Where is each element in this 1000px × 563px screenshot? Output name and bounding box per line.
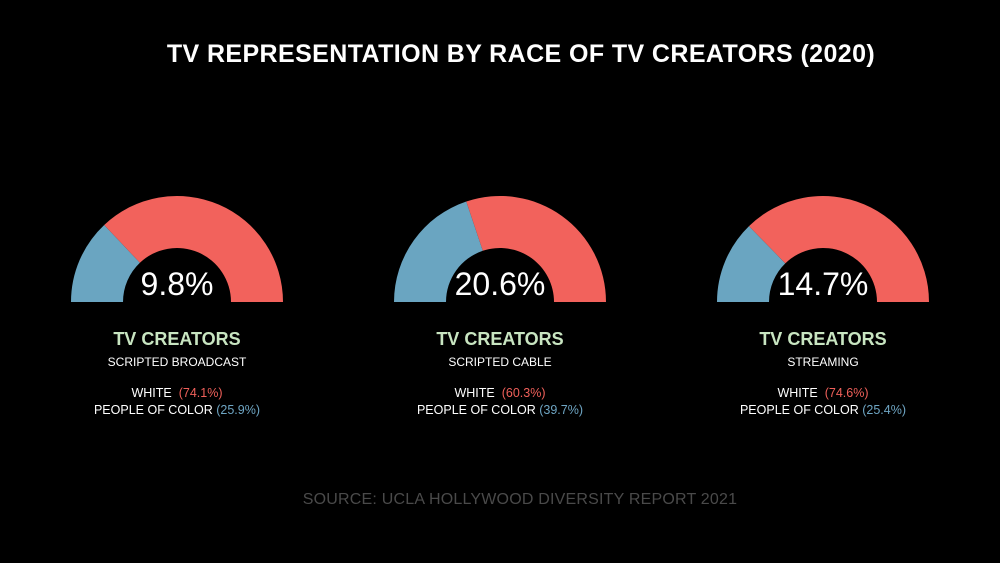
gauge-segment-white [466,196,606,302]
panel-subtitle: SCRIPTED CABLE [448,355,552,369]
legend-white: WHITE (74.6%) [703,386,943,400]
panel-heading: TV CREATORS [759,329,887,349]
legend-white-value: (60.3%) [501,386,546,400]
legend-poc-value: (25.4%) [862,403,907,417]
gauge-center-label: 9.8% [140,266,214,302]
panel-subtitle: SCRIPTED BROADCAST [107,355,247,369]
legend-white-value: (74.1%) [178,386,223,400]
legend-poc: PEOPLE OF COLOR (25.9%) [57,403,297,417]
legend-white-value: (74.6%) [824,386,869,400]
source-note: SOURCE: UCLA HOLLYWOOD DIVERSITY REPORT … [302,491,738,508]
legend-white: WHITE (74.1%) [57,386,297,400]
gauge-chart-streaming [717,196,929,302]
legend-white-label: WHITE [777,386,818,400]
gauge-segment-white [748,196,929,302]
panel-heading: TV CREATORS [436,329,564,349]
gauge-center-label: 20.6% [454,266,546,302]
legend-white-label: WHITE [131,386,172,400]
panel-heading: TV CREATORS [113,329,241,349]
legend-white: WHITE (60.3%) [380,386,620,400]
gauge-chart-cable [394,196,606,302]
legend-white-label: WHITE [454,386,495,400]
gauge-panel-broadcast: 9.8% TV CREATORS SCRIPTED BROADCAST WHIT… [57,188,297,428]
gauge-segment-white [104,196,283,302]
legend-poc-label: PEOPLE OF COLOR [416,403,536,417]
gauge-segment-people-of-color [71,224,140,302]
panel-subtitle: STREAMING [787,355,859,369]
gauge-segment-people-of-color [717,226,786,302]
legend-poc-label: PEOPLE OF COLOR [739,403,859,417]
chart-title: TV REPRESENTATION BY RACE OF TV CREATORS… [166,40,876,68]
legend-poc: PEOPLE OF COLOR (39.7%) [380,403,620,417]
gauge-panel-cable: 20.6% TV CREATORS SCRIPTED CABLE WHITE (… [380,188,620,428]
legend-poc-value: (39.7%) [539,403,584,417]
legend-poc: PEOPLE OF COLOR (25.4%) [703,403,943,417]
legend-poc-value: (25.9%) [216,403,261,417]
gauge-center-label: 14.7% [777,266,869,302]
gauge-panel-streaming: 14.7% TV CREATORS STREAMING WHITE (74.6%… [703,188,943,428]
legend-poc-label: PEOPLE OF COLOR [93,403,213,417]
gauge-segment-people-of-color [394,201,483,302]
gauge-chart-broadcast [71,196,283,302]
